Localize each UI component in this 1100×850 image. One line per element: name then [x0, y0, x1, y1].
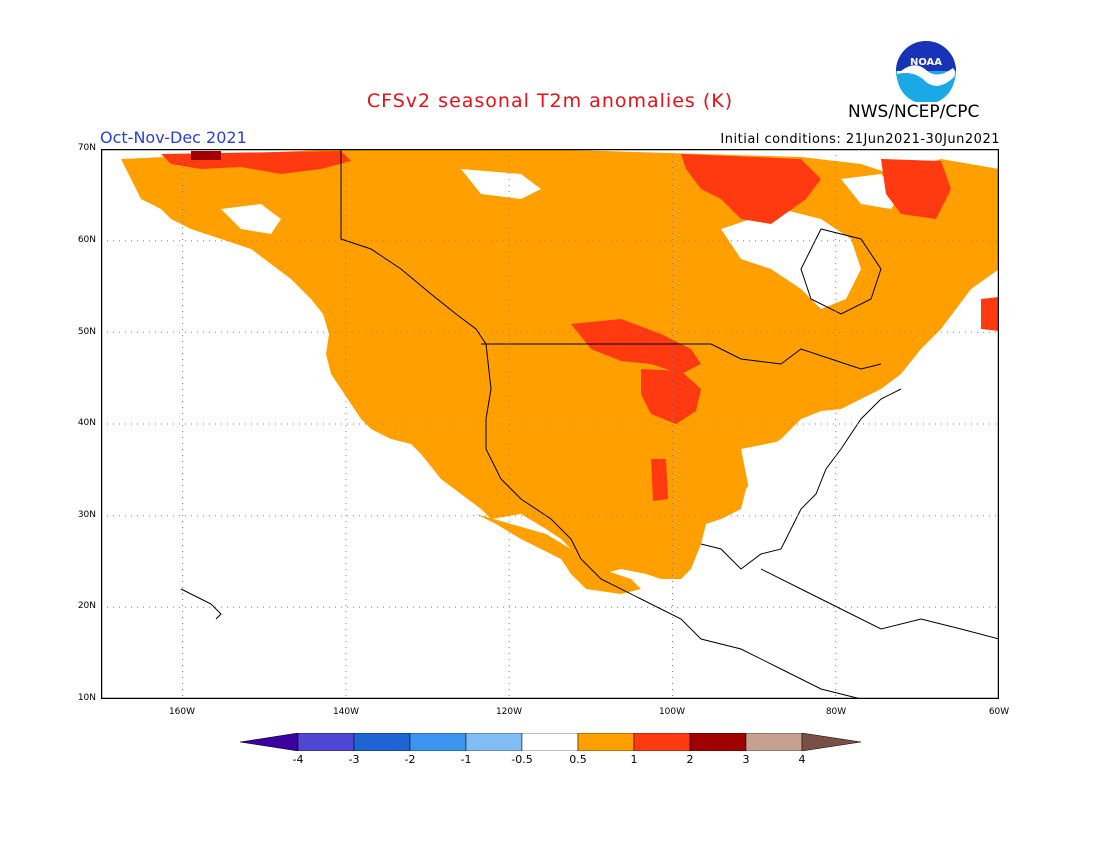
- colorbar-segment-4: [465, 733, 523, 751]
- organization-label: NWS/NCEP/CPC: [848, 102, 980, 122]
- colorbar-label: 0.5: [569, 753, 587, 766]
- lat-label-40n: 40N: [77, 418, 96, 428]
- colorbar-segment-10: [801, 733, 862, 751]
- map-title: CFSv2 seasonal T2m anomalies (K): [366, 90, 734, 112]
- lat-label-70n: 70N: [77, 143, 96, 153]
- lat-label-60n: 60N: [77, 235, 96, 245]
- lat-label-10n: 10N: [77, 693, 96, 703]
- lon-label-160w: 160W: [168, 707, 196, 717]
- lon-label-100w: 100W: [658, 707, 686, 717]
- lat-label-20n: 20N: [77, 601, 96, 611]
- coastlines: [180, 149, 999, 699]
- colorbar-label: -2: [404, 753, 416, 766]
- colorbar-segment-6: [577, 733, 635, 751]
- colorbar-segment-8: [689, 733, 747, 751]
- colorbar-segment-3: [409, 733, 467, 751]
- colorbar-segment-2: [353, 733, 411, 751]
- noaa-logo: NOAA: [896, 41, 956, 102]
- initial-conditions-label: Initial conditions: 21Jun2021-30Jun2021: [720, 132, 1000, 147]
- colorbar-label: -0.5: [511, 753, 533, 766]
- colorbar-segment-5: [521, 733, 579, 751]
- colorbar-label: -1: [460, 753, 472, 766]
- colorbar-label: -4: [292, 753, 304, 766]
- colorbar-label: 2: [686, 753, 694, 766]
- season-label: Oct-Nov-Dec 2021: [100, 128, 247, 147]
- near-normal-areas: [221, 169, 901, 549]
- lat-label-30n: 30N: [77, 510, 96, 520]
- noaa-logo-text: NOAA: [910, 57, 942, 68]
- colorbar: [240, 733, 862, 751]
- lon-label-140w: 140W: [332, 707, 360, 717]
- map-frame: [101, 149, 999, 699]
- colorbar-label: 3: [742, 753, 750, 766]
- colorbar-segment-7: [633, 733, 691, 751]
- anomaly-map: [101, 149, 999, 699]
- colorbar-segment-9: [745, 733, 803, 751]
- colorbar-label: 1: [630, 753, 638, 766]
- lon-label-60w: 60W: [988, 707, 1010, 717]
- colorbar-label: 4: [798, 753, 806, 766]
- anomaly-fill-2-3: [191, 151, 221, 160]
- lon-label-80w: 80W: [825, 707, 847, 717]
- colorbar-segment-1: [297, 733, 355, 751]
- lon-label-120w: 120W: [495, 707, 523, 717]
- lat-label-50n: 50N: [77, 327, 96, 337]
- colorbar-segment-0: [240, 733, 299, 751]
- colorbar-label: -3: [348, 753, 360, 766]
